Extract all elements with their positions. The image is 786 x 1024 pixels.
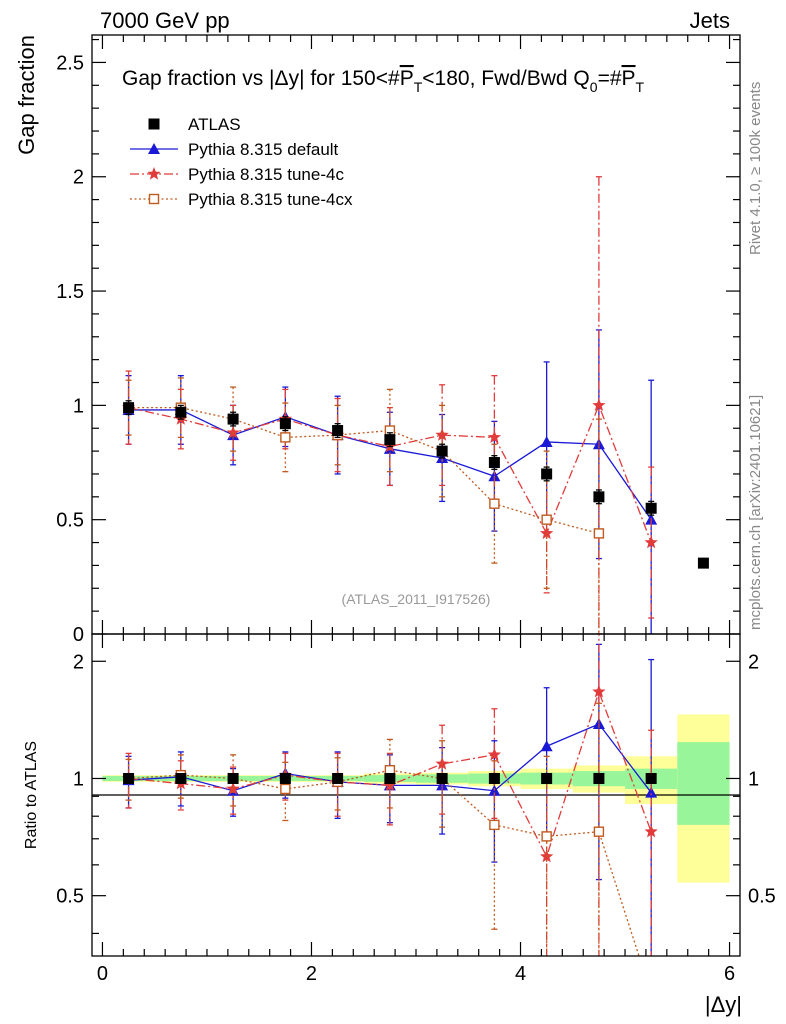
ratio-point-0-0 — [123, 772, 135, 784]
ratio-point-0-2 — [227, 772, 239, 784]
ratio-point-3-3 — [280, 783, 291, 795]
mcplots-label: mcplots.cern.ch [arXiv:2401.10621] — [747, 395, 764, 630]
ratio-point-1-9 — [592, 718, 605, 730]
ratio-point-0-4 — [332, 772, 344, 784]
main-point-2-10 — [644, 535, 658, 549]
ratio-point-0-5 — [384, 772, 396, 784]
main-point-0-6 — [436, 445, 448, 457]
main-point-0-5 — [384, 434, 396, 446]
main-ytick-label: 0.5 — [56, 510, 84, 532]
xtick-label: 0 — [97, 963, 108, 985]
xtick-label: 2 — [306, 963, 317, 985]
legend-marker-0 — [148, 118, 160, 130]
main-ytick-label: 1 — [73, 395, 84, 417]
ratio-point-3-8 — [541, 831, 552, 842]
legend-label-3: Pythia 8.315 tune-4cx — [188, 190, 353, 209]
y-axis-label: Gap fraction — [14, 35, 39, 155]
ratio-ytick-label-right: 1 — [748, 768, 759, 790]
ratio-point-0-8 — [541, 772, 553, 784]
inner-band-11 — [677, 742, 730, 825]
ratio-uncertainty-bands — [102, 714, 730, 883]
main-point-3-3 — [280, 432, 291, 443]
xtick-label: 6 — [724, 963, 735, 985]
ratio-point-0-7 — [488, 772, 500, 784]
ratio-point-0-9 — [593, 772, 605, 784]
legend: ATLAS Pythia 8.315 default Pythia 8.315 tu… — [130, 115, 353, 209]
main-point-2-9 — [592, 398, 606, 412]
ratio-point-0-10 — [645, 772, 657, 784]
ratio-point-3-9 — [593, 826, 605, 837]
legend-marker-3 — [148, 193, 160, 205]
analysis-tag: (ATLAS_2011_I917526) — [342, 591, 491, 607]
main-point-0-8 — [541, 468, 553, 480]
ratio-point-0-3 — [279, 772, 291, 784]
main-point-0-11 — [697, 557, 709, 569]
ratio-series-layer — [121, 634, 658, 998]
legend-label-0: ATLAS — [188, 115, 241, 134]
ratio-plot-frame — [91, 633, 741, 957]
ratio-point-3-7 — [489, 819, 500, 831]
main-point-1-8 — [540, 435, 553, 447]
ratio-point-0-1 — [175, 772, 187, 784]
main-point-0-2 — [227, 413, 239, 425]
main-point-0-7 — [488, 457, 500, 469]
ratio-ytick-label: 1 — [73, 768, 84, 790]
axes-layer: 0 0.5 1 1.5 2 2.5 0 2 4 6 0.5 0.5 1 1 2 2 — [56, 35, 776, 985]
main-line-3 — [128, 407, 600, 535]
category-label: Jets — [690, 8, 730, 33]
ratio-line-2 — [128, 689, 652, 859]
xtick-label: 4 — [515, 963, 526, 985]
legend-label-2: Pythia 8.315 tune-4c — [188, 165, 344, 184]
legend-marker-1 — [148, 143, 160, 154]
energy-label: 7000 GeV pp — [100, 8, 230, 33]
x-axis-label: |Δy| — [705, 992, 742, 1017]
ratio-point-2-6 — [435, 756, 449, 770]
ratio-point-1-10 — [645, 786, 658, 798]
main-point-1-9 — [592, 438, 605, 450]
main-point-0-0 — [123, 402, 135, 414]
main-point-2-6 — [435, 428, 449, 441]
ratio-point-2-9 — [592, 684, 606, 698]
main-point-0-4 — [332, 425, 344, 437]
main-point-0-9 — [593, 491, 605, 503]
legend-label-1: Pythia 8.315 default — [188, 140, 339, 159]
main-point-3-8 — [541, 514, 552, 525]
main-point-2-7 — [487, 430, 502, 444]
ratio-ytick-label-right: 2 — [748, 651, 759, 673]
main-point-3-9 — [593, 528, 605, 539]
main-ytick-label: 0 — [73, 624, 84, 646]
main-point-0-10 — [645, 502, 657, 514]
main-point-3-7 — [489, 498, 500, 509]
ratio-point-3-10 — [647, 989, 656, 998]
ratio-ytick-label: 0.5 — [56, 886, 84, 908]
ratio-y-axis-label: Ratio to ATLAS — [23, 741, 40, 849]
main-point-0-3 — [279, 418, 291, 430]
main-point-0-1 — [175, 406, 187, 418]
main-series-layer — [121, 176, 709, 634]
main-ytick-label: 1.5 — [56, 281, 84, 303]
ratio-point-2-10 — [644, 824, 658, 838]
ratio-point-2-7 — [487, 747, 502, 761]
ratio-ytick-label-right: 0.5 — [748, 886, 776, 908]
main-ytick-label: 2.5 — [56, 52, 84, 74]
legend-marker-2 — [147, 167, 161, 180]
ratio-ytick-label: 2 — [73, 651, 84, 673]
ratio-point-1-8 — [540, 740, 553, 752]
ratio-line-3 — [128, 769, 640, 956]
main-ytick-label: 2 — [73, 167, 84, 189]
rivet-label: Rivet 4.1.0, ≥ 100k events — [747, 82, 764, 255]
main-line-2 — [128, 403, 652, 543]
ratio-point-0-6 — [436, 772, 448, 784]
chart-title: Gap fraction vs |Δy| for 150<#PT<180, Fw… — [122, 67, 645, 95]
